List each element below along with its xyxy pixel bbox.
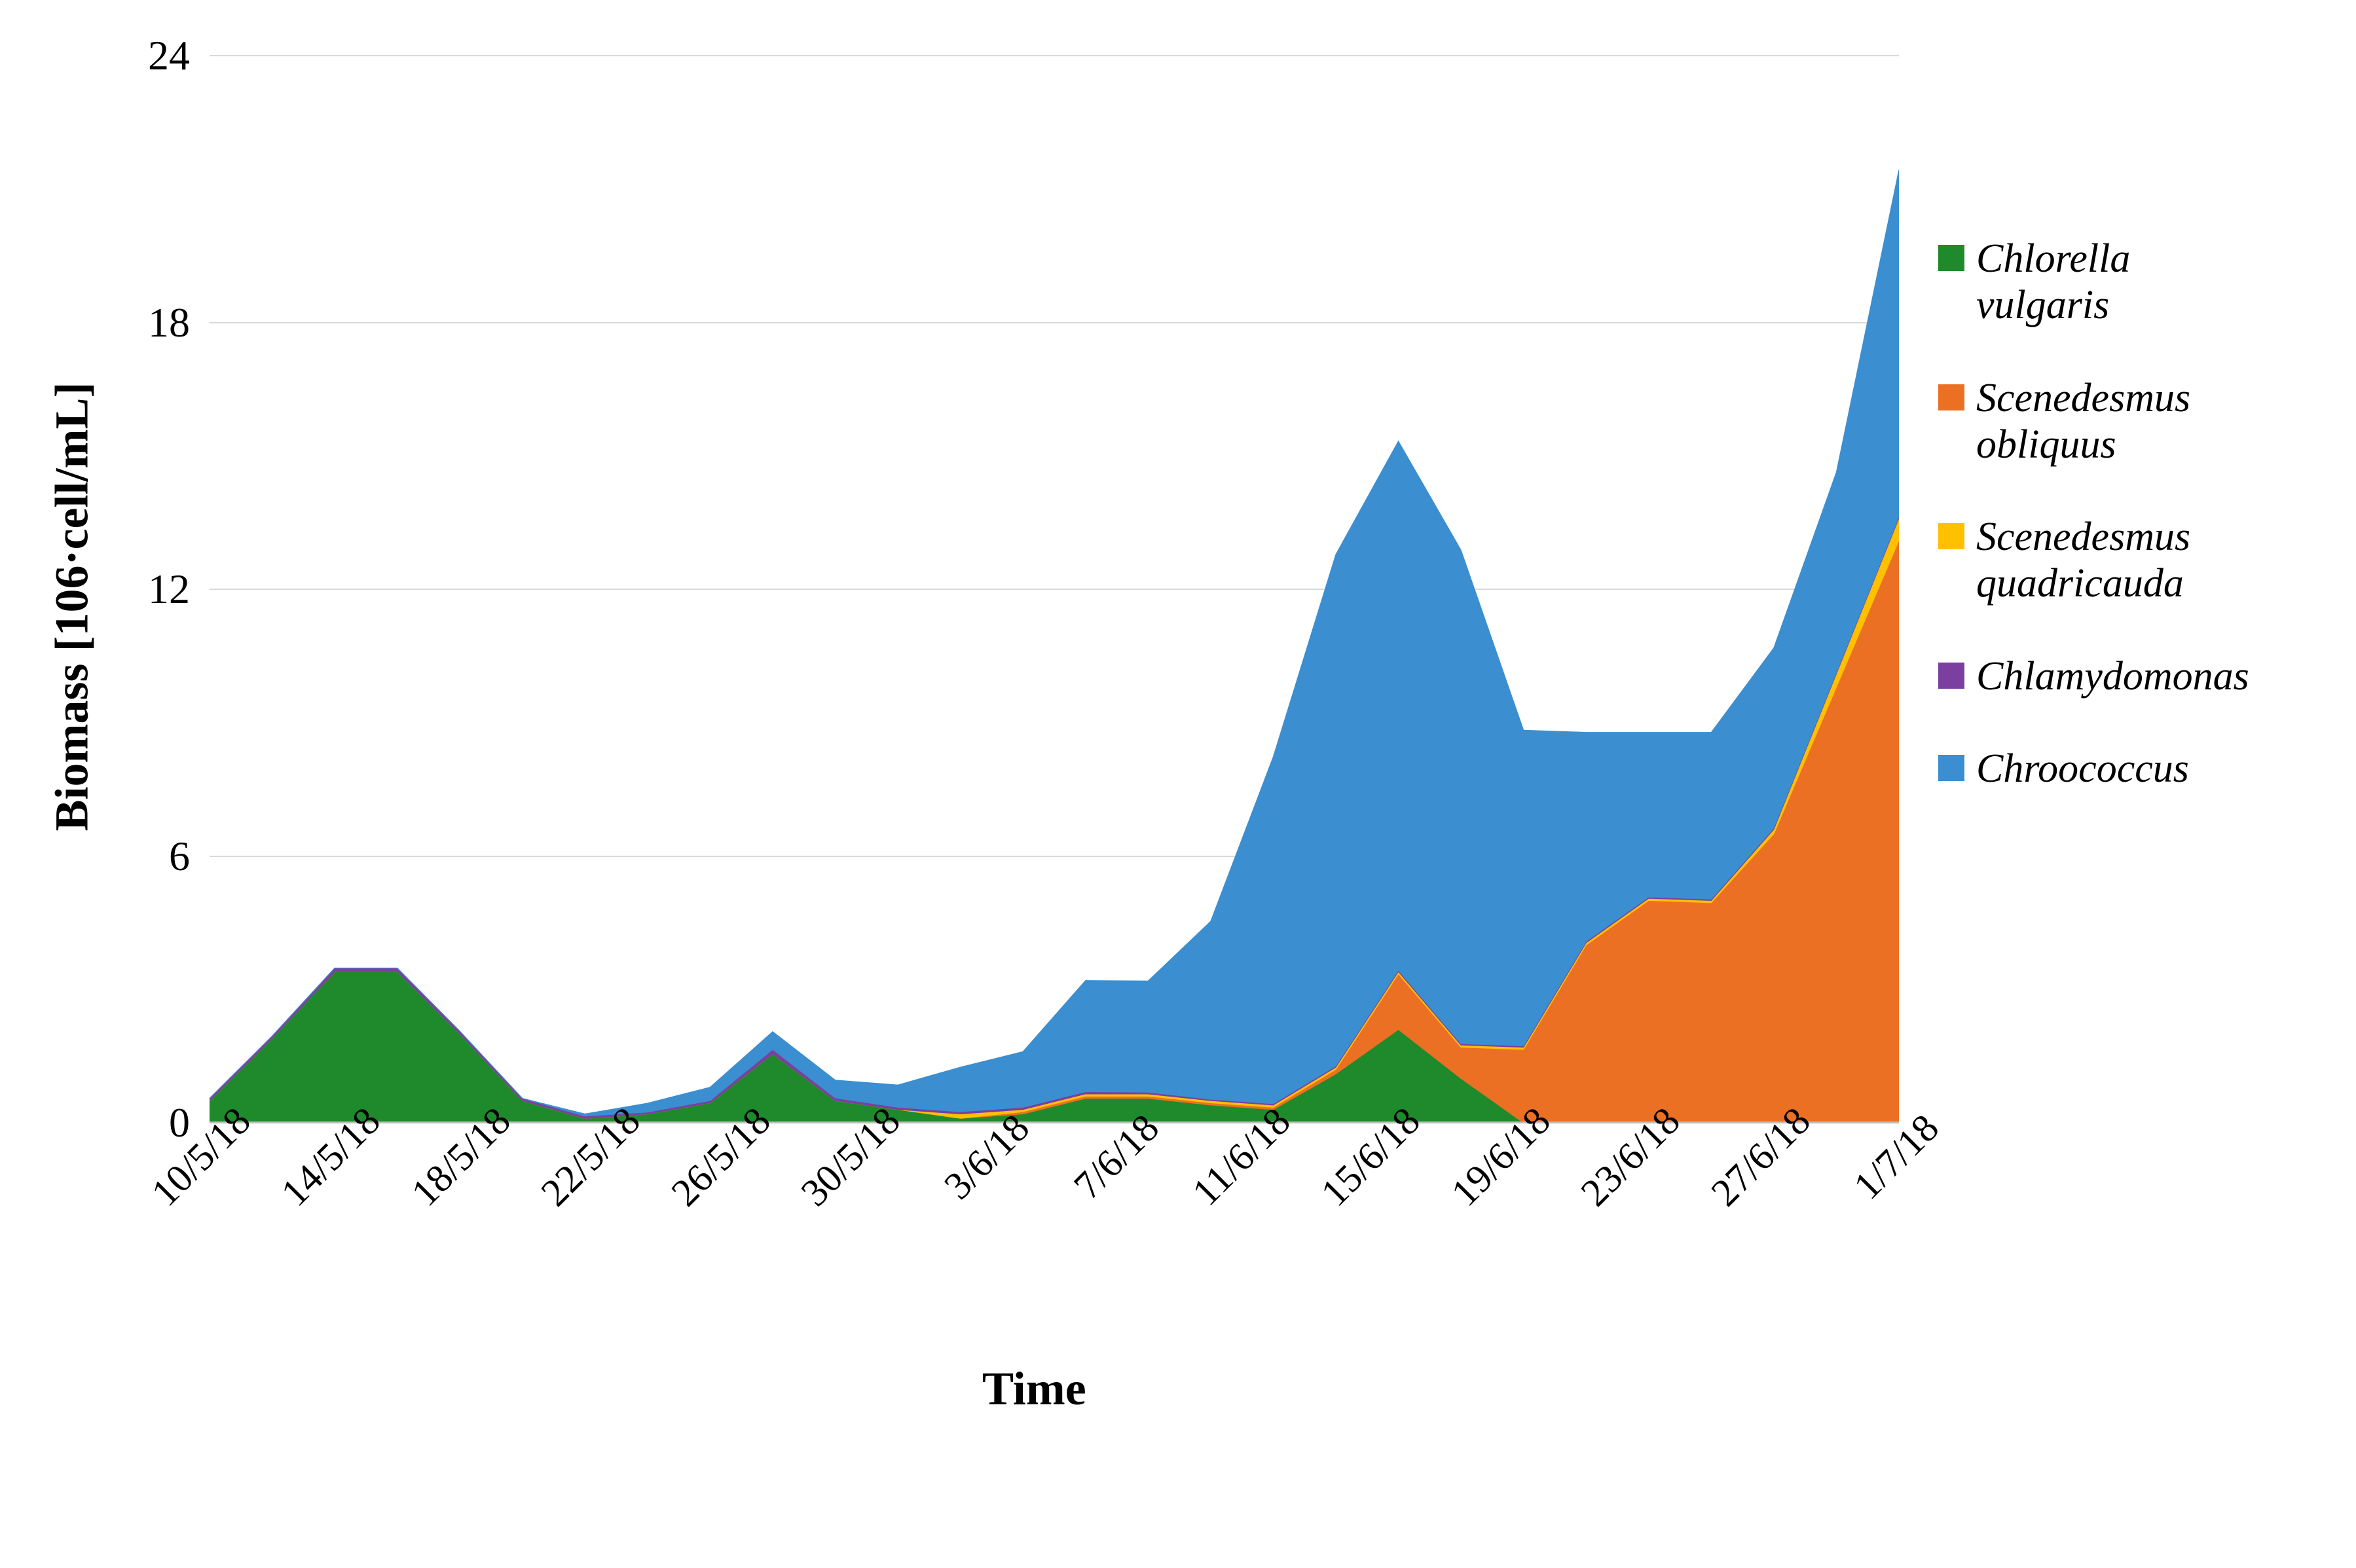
- legend-label: Scenedesmus obliquus: [1976, 375, 2264, 469]
- legend-label: Chroococcus: [1976, 746, 2189, 792]
- legend-swatch: [1938, 663, 1964, 689]
- legend-item: Chroococcus: [1938, 746, 2264, 792]
- y-tick-label: 18: [148, 299, 190, 347]
- legend-swatch: [1938, 245, 1964, 271]
- legend: Chlorella vulgaris Scenedesmus obliquus Sc…: [1938, 236, 2264, 792]
- x-axis-title: Time: [982, 1362, 1086, 1416]
- legend-label: Chlamydomonas: [1976, 653, 2249, 700]
- y-tick-label: 24: [148, 31, 190, 80]
- legend-item: Chlamydomonas: [1938, 653, 2264, 700]
- legend-swatch: [1938, 384, 1964, 410]
- stacked-area-svg: [210, 56, 1899, 1123]
- plot-area: 06121824 10/5/1814/5/1818/5/1822/5/1826/…: [210, 56, 1899, 1123]
- legend-item: Scenedesmus obliquus: [1938, 375, 2264, 469]
- legend-label: Scenedesmus quadricauda: [1976, 514, 2264, 608]
- y-tick-label: 6: [169, 832, 190, 881]
- legend-swatch: [1938, 523, 1964, 549]
- legend-label: Chlorella vulgaris: [1976, 236, 2264, 329]
- y-axis-title: Biomass [106·cell/mL]: [45, 345, 100, 869]
- legend-item: Scenedesmus quadricauda: [1938, 514, 2264, 608]
- legend-item: Chlorella vulgaris: [1938, 236, 2264, 329]
- chart-container: Biomass [106·cell/mL] 06121824 10/5/1814…: [0, 0, 2356, 1568]
- y-tick-label: 12: [148, 565, 190, 613]
- legend-swatch: [1938, 755, 1964, 781]
